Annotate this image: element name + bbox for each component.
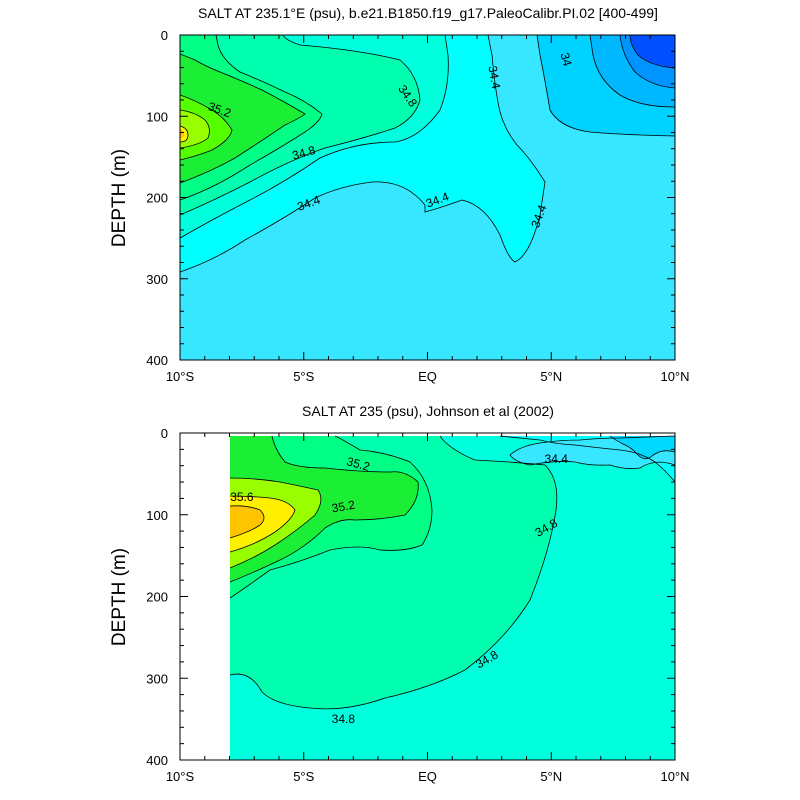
- y-tick-label: 0: [161, 28, 168, 43]
- y-tick-label: 100: [146, 109, 168, 124]
- x-tick-label: 10°N: [660, 769, 689, 784]
- y-tick-label: 300: [146, 272, 168, 287]
- panel-model-contour-lines: [180, 35, 675, 273]
- fill-33-4: [630, 35, 675, 68]
- x-tick-label: 10°N: [660, 369, 689, 384]
- panel-obs-contour-lines: [229, 435, 675, 710]
- fill-35-4: [230, 436, 419, 582]
- contour-label: 35.6: [230, 490, 254, 504]
- y-tick-label: 400: [146, 753, 168, 768]
- panel-model-ylabel: DEPTH (m): [109, 149, 130, 247]
- panel-obs-field: [229, 435, 675, 760]
- fill-34-2: [610, 436, 675, 459]
- x-tick-label: 10°S: [166, 769, 195, 784]
- y-tick-label: 100: [146, 508, 168, 523]
- panel-obs-axes: 10°S 5°S EQ 5°N 10°N 0 100 200 300 400: [146, 426, 689, 784]
- fill-35-2: [180, 54, 305, 183]
- x-tick-label: EQ: [418, 769, 437, 784]
- x-tick-label: EQ: [418, 369, 437, 384]
- y-tick-label: 400: [146, 353, 168, 368]
- contour-label: 34: [558, 51, 575, 68]
- x-tick-label: 5°N: [540, 769, 562, 784]
- panel-model-axes: 10°S 5°S EQ 5°N 10°N 0 100 200 300 400: [146, 28, 689, 384]
- contour-label: 34.4: [485, 65, 503, 91]
- contour-label: 34.8: [332, 712, 356, 726]
- y-tick-label: 0: [161, 426, 168, 441]
- x-tick-label: 5°N: [540, 369, 562, 384]
- panel-model-title: SALT AT 235.1°E (psu), b.e21.B1850.f19_g…: [198, 5, 658, 21]
- panel-obs-title: SALT AT 235 (psu), Johnson et al (2002): [302, 403, 554, 419]
- y-tick-label: 200: [146, 191, 168, 206]
- panel-model: SALT AT 235.1°E (psu), b.e21.B1850.f19_g…: [109, 5, 690, 384]
- y-tick-label: 300: [146, 671, 168, 686]
- y-tick-label: 200: [146, 590, 168, 605]
- x-tick-label: 5°S: [293, 369, 314, 384]
- x-tick-label: 5°S: [293, 769, 314, 784]
- contour-label: 34.4: [545, 452, 569, 466]
- panel-obs: SALT AT 235 (psu), Johnson et al (2002) …: [109, 403, 690, 784]
- x-tick-label: 10°S: [166, 369, 195, 384]
- panel-obs-ylabel: DEPTH (m): [109, 548, 130, 646]
- contour-label: 35.2: [331, 498, 357, 516]
- fill-36-0: [230, 505, 264, 538]
- contour-label: 34.8: [291, 143, 317, 163]
- contour-label: 35.2: [345, 454, 371, 474]
- panel-model-field: [180, 35, 675, 360]
